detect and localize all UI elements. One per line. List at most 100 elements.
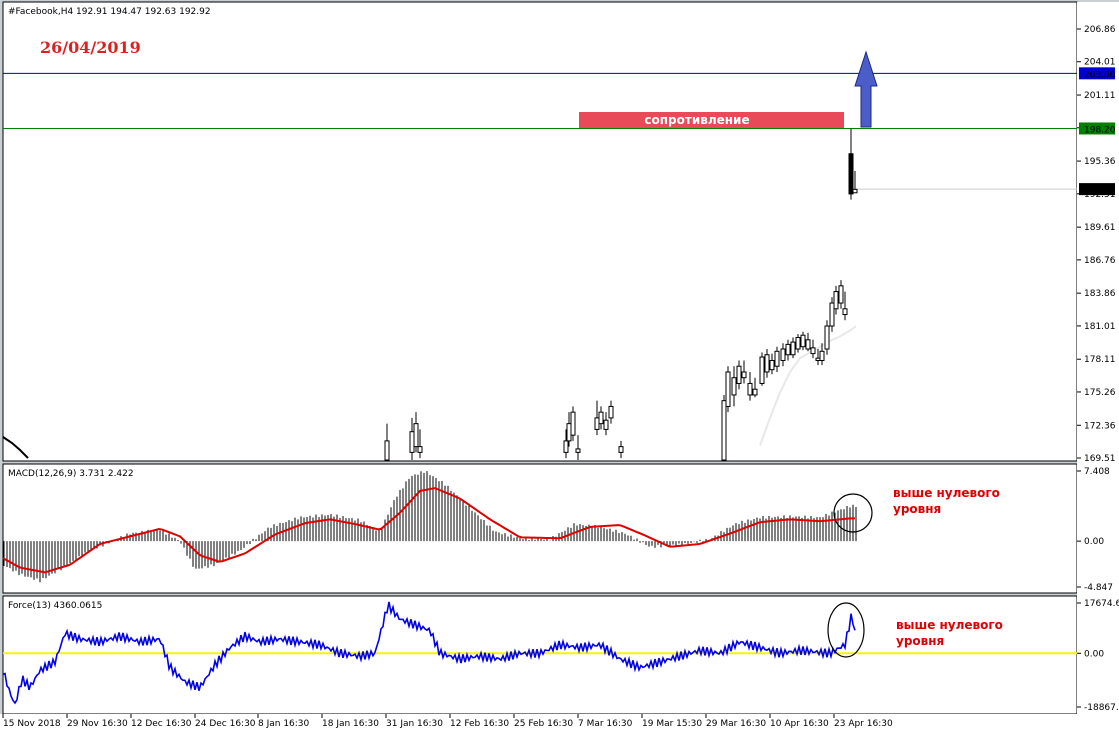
- force-tick-label: 17674.61: [1084, 599, 1119, 609]
- macd-signal-line: [2, 487, 855, 574]
- date-tick-label: 8 Jan 16:30: [258, 719, 310, 729]
- force-tick-label: 0.00: [1084, 649, 1104, 659]
- price-tick-label: 195.36: [1084, 157, 1116, 167]
- candle-body: [566, 423, 572, 442]
- date-tick-label: 24 Dec 16:30: [195, 719, 256, 729]
- candle-body: [417, 446, 423, 453]
- price-axis: [1077, 2, 1119, 714]
- candle-body: [598, 411, 604, 425]
- level-tag-blue-label: 203.00: [1084, 70, 1116, 80]
- candle-body: [800, 334, 806, 348]
- candle-body: [618, 446, 624, 453]
- date-tick-label: 18 Jan 16:30: [322, 719, 379, 729]
- candle-body: [759, 356, 765, 384]
- date-tick-label: 15 Nov 2018: [3, 719, 61, 729]
- macd-panel[interactable]: [2, 463, 1078, 594]
- candle-body: [752, 388, 758, 396]
- force-line: [2, 601, 856, 705]
- date-tick-label: 19 Mar 15:30: [642, 719, 702, 729]
- price-tick-label: 181.01: [1084, 322, 1116, 332]
- level-tag-green-label: 198.20: [1084, 125, 1116, 135]
- macd-tick-label: 0.00: [1084, 537, 1104, 547]
- candle-body: [409, 431, 415, 453]
- candle-body: [819, 350, 825, 361]
- main-header: #Facebook,H4 192.91 194.47 192.63 192.92: [8, 7, 211, 17]
- candle-body: [608, 405, 614, 419]
- candle-body: [736, 365, 742, 384]
- candle-body: [795, 337, 801, 350]
- candle-body: [413, 423, 419, 448]
- candle-body: [805, 339, 811, 350]
- date-tick-label: 12 Feb 16:30: [450, 719, 509, 729]
- candle-body: [774, 350, 780, 367]
- candle-body: [603, 419, 609, 430]
- macd-annotation-line1: выше нулевого: [893, 486, 1000, 500]
- candle-body: [731, 377, 737, 396]
- force-circle: [827, 602, 865, 658]
- candle-body: [785, 343, 791, 356]
- date-tick-label: 29 Mar 16:30: [706, 719, 766, 729]
- main-layer: [2, 72, 1077, 461]
- macd-circle: [833, 493, 873, 533]
- candle-body: [848, 153, 854, 195]
- price-tick-label: 183.86: [1084, 289, 1116, 299]
- candle-body: [815, 357, 821, 361]
- price-tick-label: 172.36: [1084, 421, 1116, 431]
- candle-body: [852, 188, 858, 194]
- candle-body: [764, 354, 770, 373]
- macd-annotation-line2: уровня: [893, 502, 941, 516]
- dates-layer: 15 Nov 2018 29 Nov 16:30 12 Dec 16:30 24 De…: [2, 714, 893, 729]
- macd-tick-label: 7.408: [1084, 467, 1110, 477]
- date-tick-label: 29 Nov 16:30: [67, 719, 128, 729]
- candle-body: [570, 411, 576, 436]
- price-tick-label: 201.11: [1084, 91, 1116, 101]
- date-note: 26/04/2019: [40, 38, 141, 57]
- date-tick-label: 12 Dec 16:30: [131, 719, 192, 729]
- last-price-tag: [1079, 183, 1115, 196]
- force-annotation-line1: выше нулевого: [896, 618, 1003, 632]
- candle-body: [594, 417, 600, 430]
- up-arrow-icon: [854, 50, 878, 128]
- level-tag-green: [1079, 122, 1115, 135]
- macd-header: MACD(12,26,9) 3.731 2.422: [8, 469, 134, 479]
- date-tick-label: 7 Mar 16:30: [578, 719, 633, 729]
- time-axis: [0, 714, 1119, 735]
- force-tick-label: -18867.4: [1084, 703, 1119, 713]
- candle-body: [721, 400, 727, 461]
- macd-layer: [2, 471, 857, 583]
- price-tick-label: 206.86: [1084, 25, 1116, 35]
- ticks-layer: 206.86204.01201.11198.26195.36192.51189.…: [1077, 25, 1119, 713]
- force-header: Force(13) 4360.0615: [8, 601, 102, 611]
- date-tick-label: 31 Jan 16:30: [386, 719, 443, 729]
- candle-body: [725, 371, 731, 407]
- date-tick-label: 25 Feb 16:30: [514, 719, 573, 729]
- candle-body: [741, 371, 747, 379]
- resistance-box: [579, 112, 844, 128]
- moving-average-left: [2, 436, 29, 459]
- force-layer: [2, 601, 1077, 705]
- main-panel[interactable]: [2, 1, 1078, 462]
- candle-body: [842, 308, 848, 316]
- candle-body: [824, 325, 830, 350]
- level-tag-blue: [1079, 67, 1115, 80]
- date-tick-label: 23 Apr 16:30: [834, 719, 893, 729]
- candle-body: [838, 285, 844, 304]
- candle-body: [833, 291, 839, 310]
- macd-tick-label: -4.847: [1084, 583, 1113, 593]
- candle-body: [563, 440, 569, 453]
- candle-body: [747, 382, 753, 396]
- price-tick-label: 178.11: [1084, 355, 1116, 365]
- price-tick-label: 169.51: [1084, 454, 1116, 464]
- resistance-label: сопротивление: [644, 113, 749, 127]
- candle-body: [575, 448, 581, 453]
- force-annotation-line2: уровня: [896, 634, 944, 648]
- last-price-tag-label: 192.92: [1084, 186, 1116, 196]
- price-tick-label: 186.76: [1084, 256, 1116, 266]
- moving-average-line: [759, 325, 857, 446]
- candle-body: [810, 347, 816, 355]
- price-tick-label: 189.61: [1084, 223, 1116, 233]
- candle-body: [780, 348, 786, 361]
- candle-body: [790, 341, 796, 356]
- date-tick-label: 10 Apr 16:30: [770, 719, 829, 729]
